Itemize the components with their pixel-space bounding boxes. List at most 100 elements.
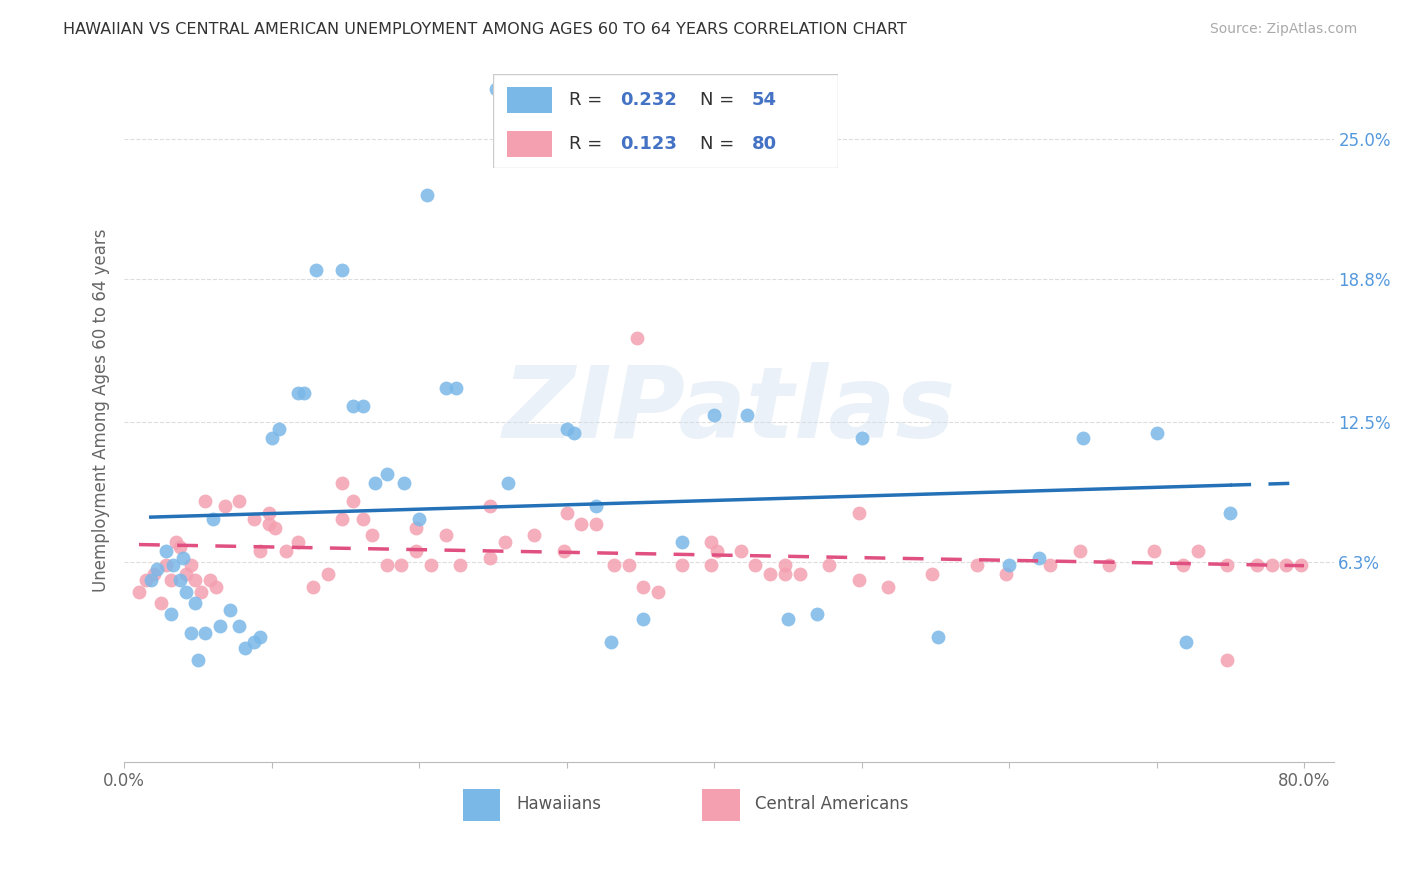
Point	[342, 399, 364, 413]
Point	[190, 584, 212, 599]
Point	[145, 562, 167, 576]
Point	[243, 634, 266, 648]
Point	[391, 558, 413, 572]
Point	[249, 630, 271, 644]
Point	[184, 574, 207, 588]
Point	[287, 535, 309, 549]
Point	[1146, 426, 1168, 441]
Point	[877, 580, 900, 594]
Point	[995, 566, 1018, 581]
Point	[1219, 506, 1241, 520]
Point	[187, 653, 209, 667]
Point	[776, 612, 799, 626]
Point	[204, 580, 226, 594]
Point	[302, 580, 325, 594]
Point	[316, 566, 339, 581]
Point	[405, 544, 427, 558]
Point	[375, 467, 398, 481]
Point	[603, 558, 626, 572]
Point	[1098, 558, 1121, 572]
Point	[142, 566, 165, 581]
Point	[243, 512, 266, 526]
Point	[415, 188, 437, 202]
Point	[174, 584, 197, 599]
Point	[332, 512, 354, 526]
Point	[1216, 558, 1239, 572]
Point	[927, 630, 949, 644]
Point	[228, 619, 250, 633]
Point	[585, 516, 607, 531]
Point	[135, 574, 157, 588]
Point	[201, 512, 224, 526]
Point	[806, 607, 828, 622]
Text: Source: ZipAtlas.com: Source: ZipAtlas.com	[1209, 22, 1357, 37]
Point	[599, 634, 621, 648]
Point	[671, 558, 693, 572]
Point	[172, 550, 194, 565]
Point	[174, 566, 197, 581]
Point	[759, 566, 782, 581]
Point	[1175, 634, 1198, 648]
Point	[523, 528, 546, 542]
Point	[647, 584, 669, 599]
Point	[263, 521, 285, 535]
Point	[228, 494, 250, 508]
Point	[1289, 558, 1312, 572]
Point	[562, 426, 585, 441]
Point	[1071, 431, 1094, 445]
Point	[139, 574, 162, 588]
Point	[848, 574, 870, 588]
Point	[789, 566, 811, 581]
Point	[921, 566, 943, 581]
Point	[1069, 544, 1091, 558]
Point	[1275, 558, 1298, 572]
Point	[160, 574, 183, 588]
Point	[332, 476, 354, 491]
Point	[700, 558, 723, 572]
Point	[848, 506, 870, 520]
Point	[276, 544, 298, 558]
Point	[1216, 653, 1239, 667]
Point	[180, 558, 202, 572]
Point	[420, 558, 443, 572]
Point	[1142, 544, 1164, 558]
Point	[434, 528, 457, 542]
Point	[160, 607, 183, 622]
Point	[585, 499, 607, 513]
Point	[292, 385, 315, 400]
Point	[150, 596, 173, 610]
Point	[162, 558, 184, 572]
Point	[257, 516, 280, 531]
Point	[155, 544, 177, 558]
Point	[744, 558, 766, 572]
Point	[617, 558, 640, 572]
Point	[735, 408, 758, 422]
Point	[626, 331, 648, 345]
Point	[169, 574, 191, 588]
Point	[1260, 558, 1282, 572]
Point	[394, 476, 416, 491]
Point	[1171, 558, 1194, 572]
Point	[209, 619, 232, 633]
Point	[818, 558, 841, 572]
Point	[494, 535, 516, 549]
Point	[352, 399, 374, 413]
Point	[194, 494, 217, 508]
Point	[700, 535, 723, 549]
Point	[730, 544, 752, 558]
Point	[1039, 558, 1062, 572]
Point	[214, 499, 236, 513]
Point	[998, 558, 1021, 572]
Point	[332, 263, 354, 277]
Point	[633, 580, 655, 594]
Point	[478, 499, 501, 513]
Point	[571, 516, 593, 531]
Point	[1028, 550, 1050, 565]
Point	[361, 528, 384, 542]
Point	[128, 584, 150, 599]
Point	[555, 506, 578, 520]
Point	[485, 82, 508, 96]
Point	[287, 385, 309, 400]
Point	[434, 381, 457, 395]
Point	[249, 544, 271, 558]
